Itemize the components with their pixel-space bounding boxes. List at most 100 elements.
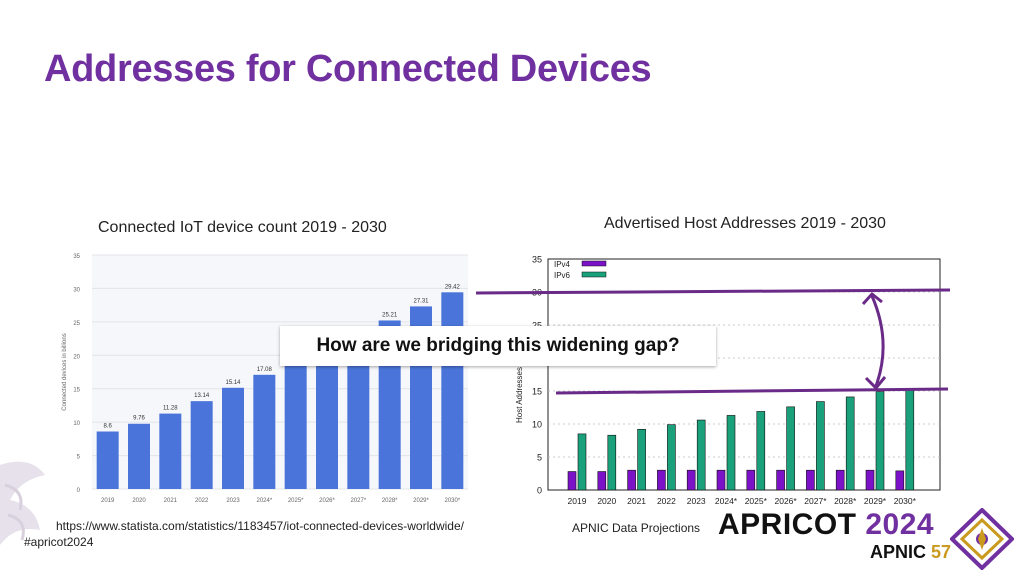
bar-value-label: 29.42: [445, 284, 461, 290]
x-tick-label: 2027*: [350, 498, 366, 504]
ipv6-bar: [696, 419, 706, 491]
iot-bar: [316, 365, 338, 489]
ipv4-bar: [567, 471, 577, 491]
y-axis-label: Host Addresses: [515, 367, 524, 423]
x-tick-label: 2025*: [288, 498, 304, 504]
x-tick-label: 2024*: [256, 498, 272, 504]
bar-value-label: 13.14: [194, 393, 210, 399]
logo-number-text: 57: [931, 542, 952, 562]
apricot-emblem-icon: [950, 508, 1014, 570]
bar-value-label: 9.76: [133, 416, 145, 422]
x-tick-label: 2019: [101, 498, 115, 504]
decorative-pattern-icon: [0, 461, 45, 545]
iot-bar: [347, 365, 370, 489]
y-tick-label: 35: [532, 255, 542, 265]
x-tick-label: 2020: [132, 498, 146, 504]
apnic-logo: APNIC 57: [870, 542, 951, 563]
ipv6-bar: [905, 388, 915, 491]
apricot-logo-word: APRICOT 2024: [718, 508, 934, 542]
x-tick-label: 2024*: [715, 496, 738, 506]
y-tick-label: 0: [77, 488, 81, 494]
ipv6-bar: [756, 411, 766, 491]
ipv6-bar: [607, 434, 617, 491]
x-tick-label: 2022: [657, 496, 676, 506]
ipv6-bar: [637, 428, 646, 491]
iot-bar: [253, 374, 276, 489]
x-tick-label: 2023: [226, 498, 240, 504]
iot-bar: [159, 413, 182, 489]
x-tick-label: 2021: [164, 498, 178, 504]
x-tick-label: 2028*: [382, 498, 398, 504]
plot-area: [92, 255, 468, 489]
ipv6-bar: [875, 391, 885, 491]
y-tick-label: 0: [537, 486, 542, 496]
x-tick-label: 2029*: [413, 498, 429, 504]
iot-bar: [96, 431, 119, 489]
ipv4-bar: [686, 469, 696, 491]
x-tick-label: 2026*: [774, 496, 797, 506]
y-tick-label: 25: [73, 321, 80, 327]
legend-label: IPv6: [554, 271, 571, 280]
bar-value-label: 8.6: [103, 424, 112, 430]
ipv4-bar: [776, 469, 785, 491]
iot-bar: [284, 365, 307, 489]
bar-value-label: 15.14: [225, 380, 241, 386]
x-tick-label: 2025*: [745, 496, 768, 506]
x-tick-label: 2019: [568, 496, 587, 506]
gap-question-callout: How are we bridging this widening gap?: [280, 326, 716, 366]
y-tick-label: 15: [532, 387, 542, 397]
y-tick-label: 20: [73, 354, 80, 360]
bar-value-label: 11.28: [163, 406, 178, 412]
ipv4-bar: [835, 469, 845, 491]
iot-bar: [128, 423, 150, 489]
iot-bar: [190, 401, 213, 489]
x-tick-label: 2027*: [804, 496, 827, 506]
ipv4-bar: [657, 469, 666, 491]
ipv4-bar: [806, 469, 815, 491]
ipv6-bar: [816, 401, 825, 491]
x-tick-label: 2022: [195, 498, 209, 504]
y-tick-label: 30: [73, 287, 80, 293]
ipv6-bar: [726, 415, 736, 491]
right-chart-caption: Advertised Host Addresses 2019 - 2030: [604, 215, 886, 232]
x-tick-label: 2021: [627, 496, 646, 506]
ipv6-bar: [786, 406, 795, 491]
bar-value-label: 27.31: [413, 298, 429, 304]
y-tick-label: 5: [77, 455, 81, 461]
legend-swatch: [581, 271, 607, 278]
logo-word-text: APRICOT: [718, 508, 857, 541]
hashtag: #apricot2024: [24, 535, 94, 549]
iot-bar: [222, 387, 244, 489]
logo-org-text: APNIC: [870, 542, 927, 562]
y-tick-label: 35: [73, 254, 80, 260]
left-chart-caption: Connected IoT device count 2019 - 2030: [98, 219, 387, 236]
ipv6-bar: [667, 424, 676, 491]
legend-label: IPv4: [554, 260, 571, 269]
x-tick-label: 2026*: [319, 498, 335, 504]
bar-value-label: 25.21: [382, 312, 398, 318]
legend-swatch: [581, 260, 607, 267]
y-tick-label: 30: [532, 288, 542, 298]
ipv4-bar: [627, 469, 636, 491]
y-axis-label: Connected devices in billions: [62, 333, 68, 410]
ipv6-bar: [577, 433, 587, 491]
y-tick-label: 10: [73, 421, 80, 427]
iot-device-chart: 0 5 10 15 20 25 30 35 Connected devices in billi…: [62, 254, 468, 504]
y-tick-label: 10: [532, 420, 542, 430]
x-tick-label: 2020: [597, 496, 616, 506]
x-tick-label: 2030*: [894, 496, 917, 506]
apnic-source-note: APNIC Data Projections: [572, 521, 701, 535]
ipv4-bar: [895, 470, 905, 491]
bar-value-label: 17.08: [257, 367, 273, 373]
x-tick-label: 2029*: [864, 496, 887, 506]
ipv4-bar: [597, 471, 607, 491]
ipv4-bar: [746, 469, 756, 491]
x-tick-label: 2023: [687, 496, 706, 506]
y-tick-label: 15: [73, 388, 80, 394]
source-url: https://www.statista.com/statistics/1183…: [56, 519, 464, 533]
logo-year-text: 2024: [865, 508, 935, 541]
ipv6-bar: [845, 396, 855, 491]
x-tick-label: 2030*: [444, 498, 460, 504]
host-address-chart: 05101520253035Host Addresses201920202021…: [515, 255, 941, 506]
ipv4-bar: [865, 469, 875, 491]
